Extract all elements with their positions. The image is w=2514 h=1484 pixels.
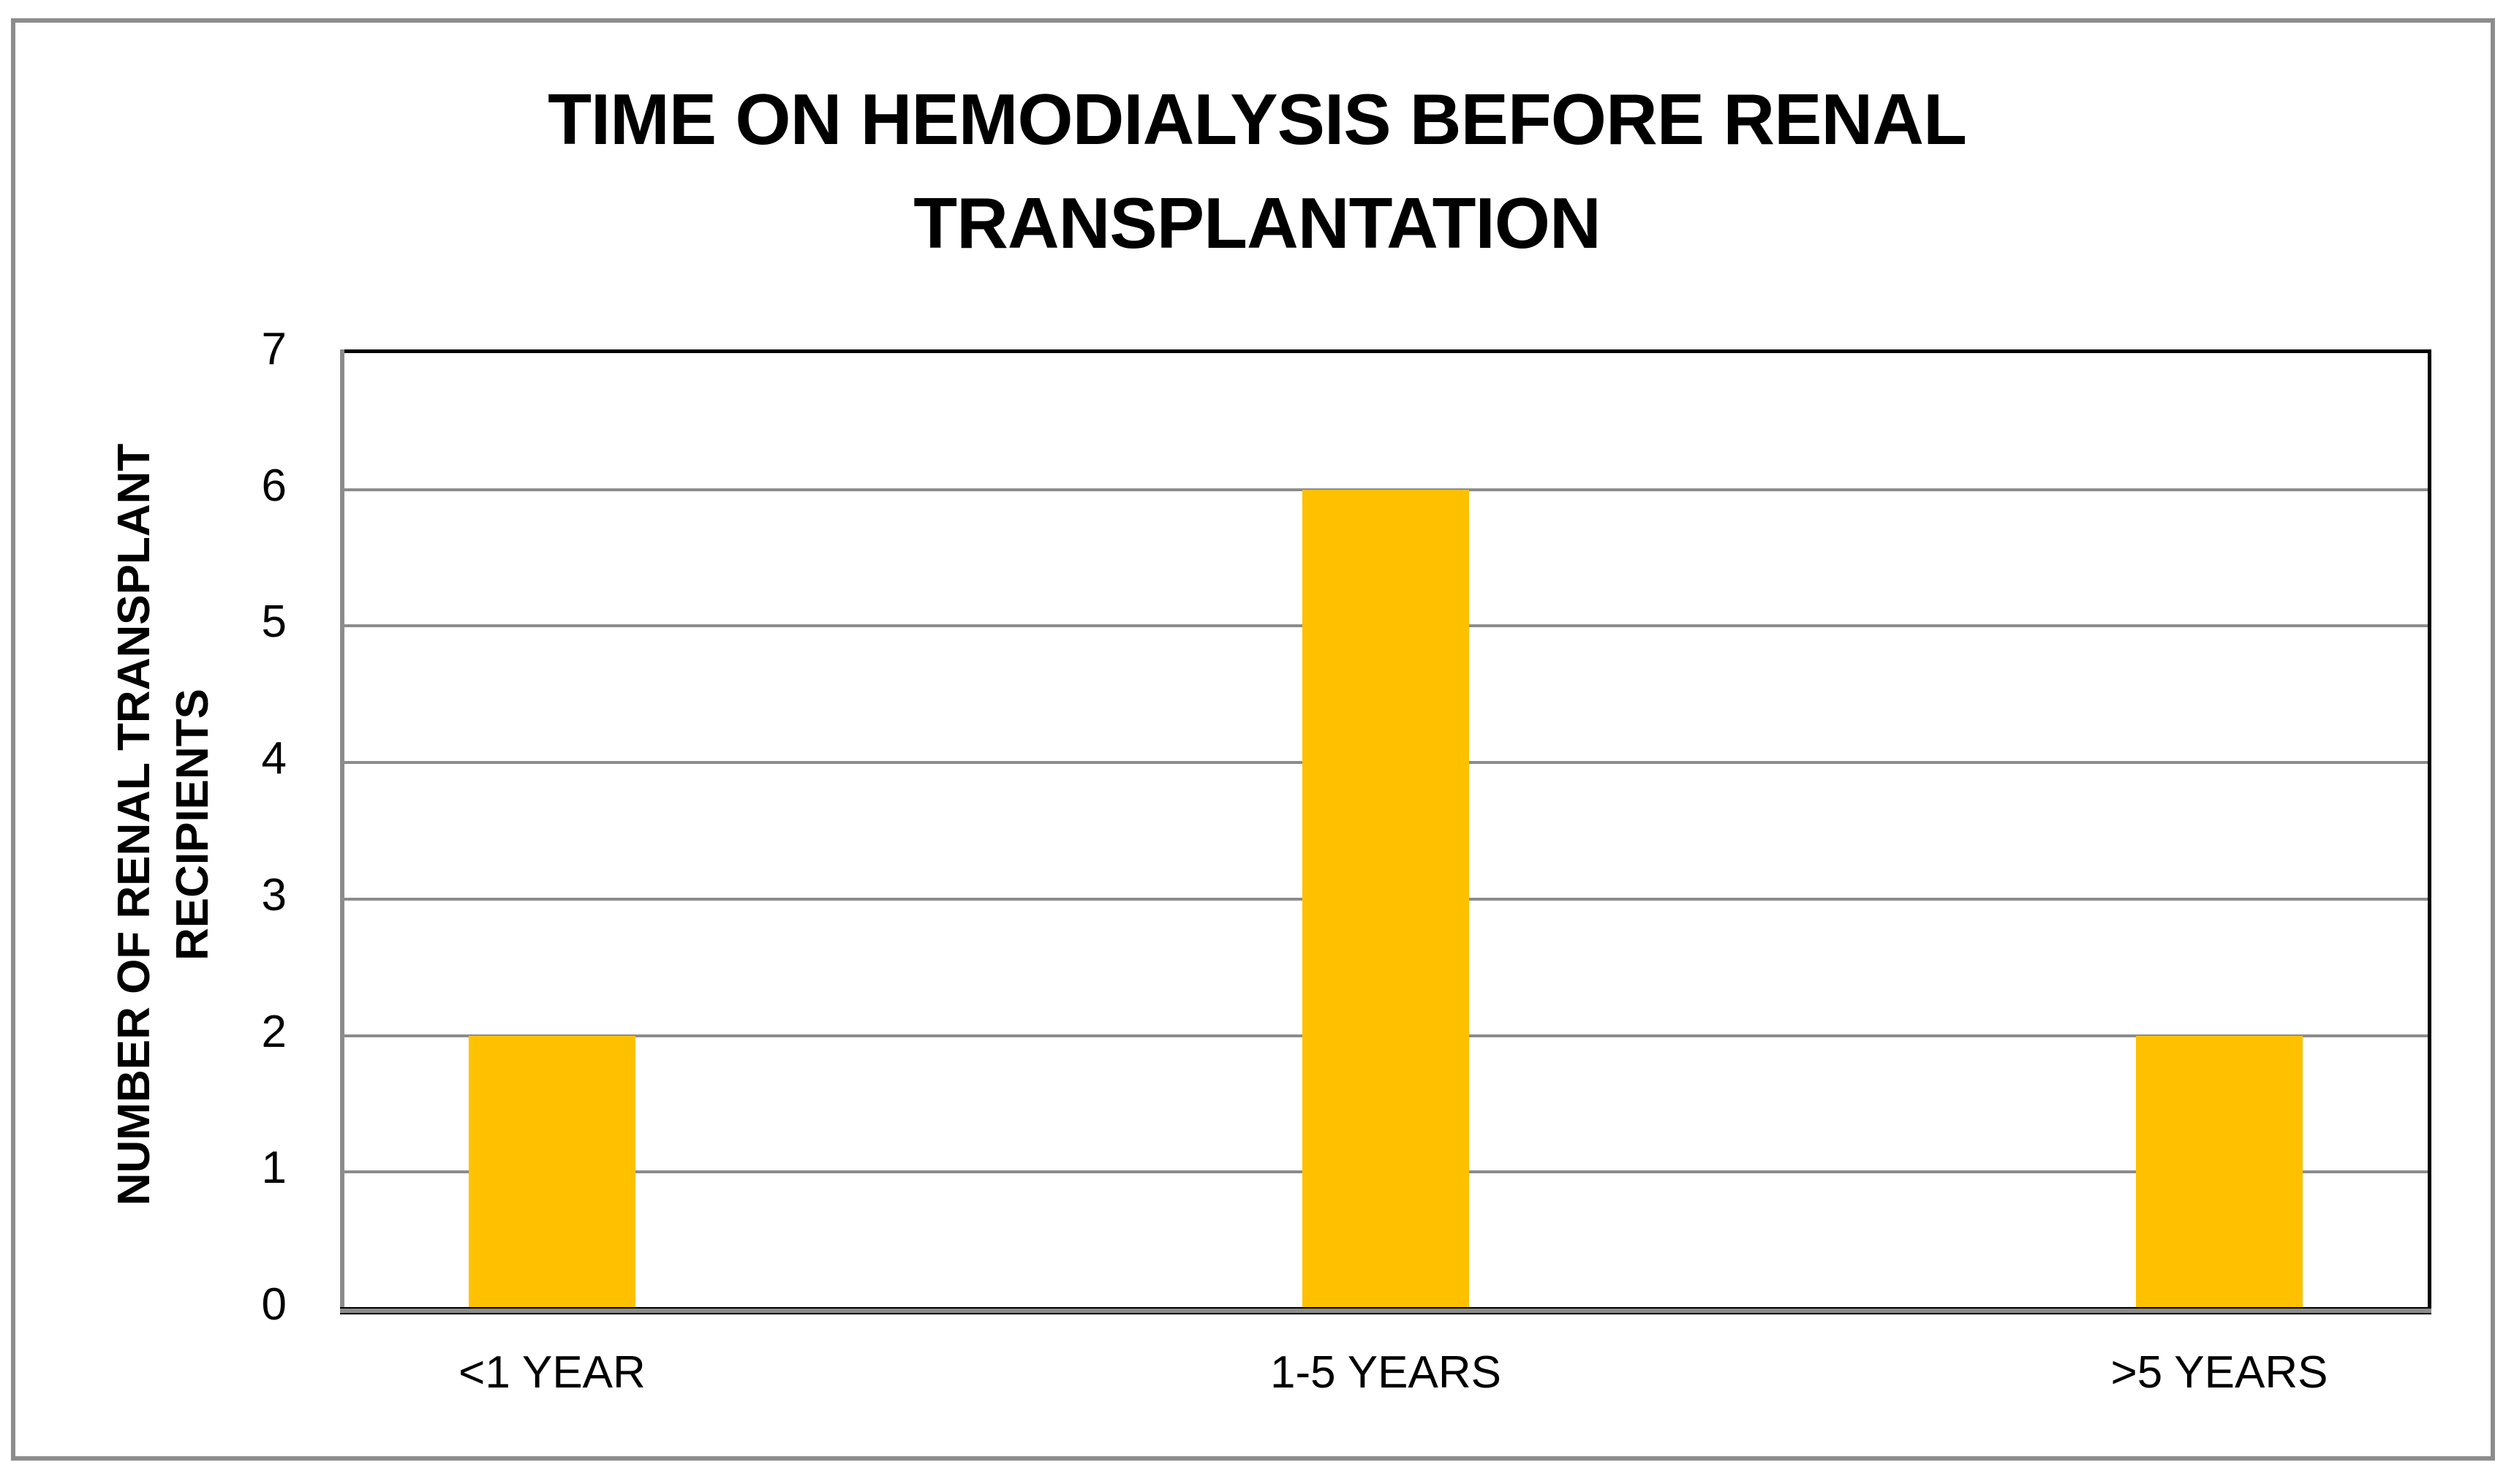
- x-category-label: <1 YEAR: [458, 1347, 646, 1398]
- y-axis-line: [340, 349, 344, 1311]
- y-tick-label: 0: [261, 1279, 287, 1330]
- plot-area: [344, 349, 2431, 1309]
- chart-title-line1: TIME ON HEMODIALYSIS BEFORE RENAL: [548, 79, 1967, 159]
- bar-<1 YEAR: [469, 1035, 635, 1309]
- y-tick-label: 3: [261, 869, 287, 920]
- bar->5 YEARS: [2136, 1035, 2303, 1309]
- y-tick-label: 2: [261, 1006, 287, 1057]
- x-category-label: >5 YEARS: [2110, 1347, 2328, 1398]
- y-axis-title-line1: NUMBER OF RENAL TRANSPLANT: [109, 443, 159, 1206]
- y-tick-label: 5: [261, 597, 287, 648]
- chart-title-line2: TRANSPLANTATION: [913, 183, 1601, 263]
- y-tick-label: 6: [261, 460, 287, 511]
- chart-title: TIME ON HEMODIALYSIS BEFORE RENAL TRANSP…: [0, 67, 2514, 275]
- y-tick-label: 1: [261, 1143, 287, 1194]
- x-category-label: 1-5 YEARS: [1270, 1347, 1501, 1398]
- y-tick-label: 7: [261, 324, 287, 374]
- bar-1-5 YEARS: [1302, 489, 1469, 1309]
- x-axis-line: [340, 1307, 2431, 1314]
- gridline: [344, 488, 2428, 491]
- y-axis-title: NUMBER OF RENAL TRANSPLANT RECIPIENTS: [105, 444, 222, 1206]
- y-tick-label: 4: [261, 733, 287, 784]
- y-axis-title-line2: RECIPIENTS: [167, 688, 218, 961]
